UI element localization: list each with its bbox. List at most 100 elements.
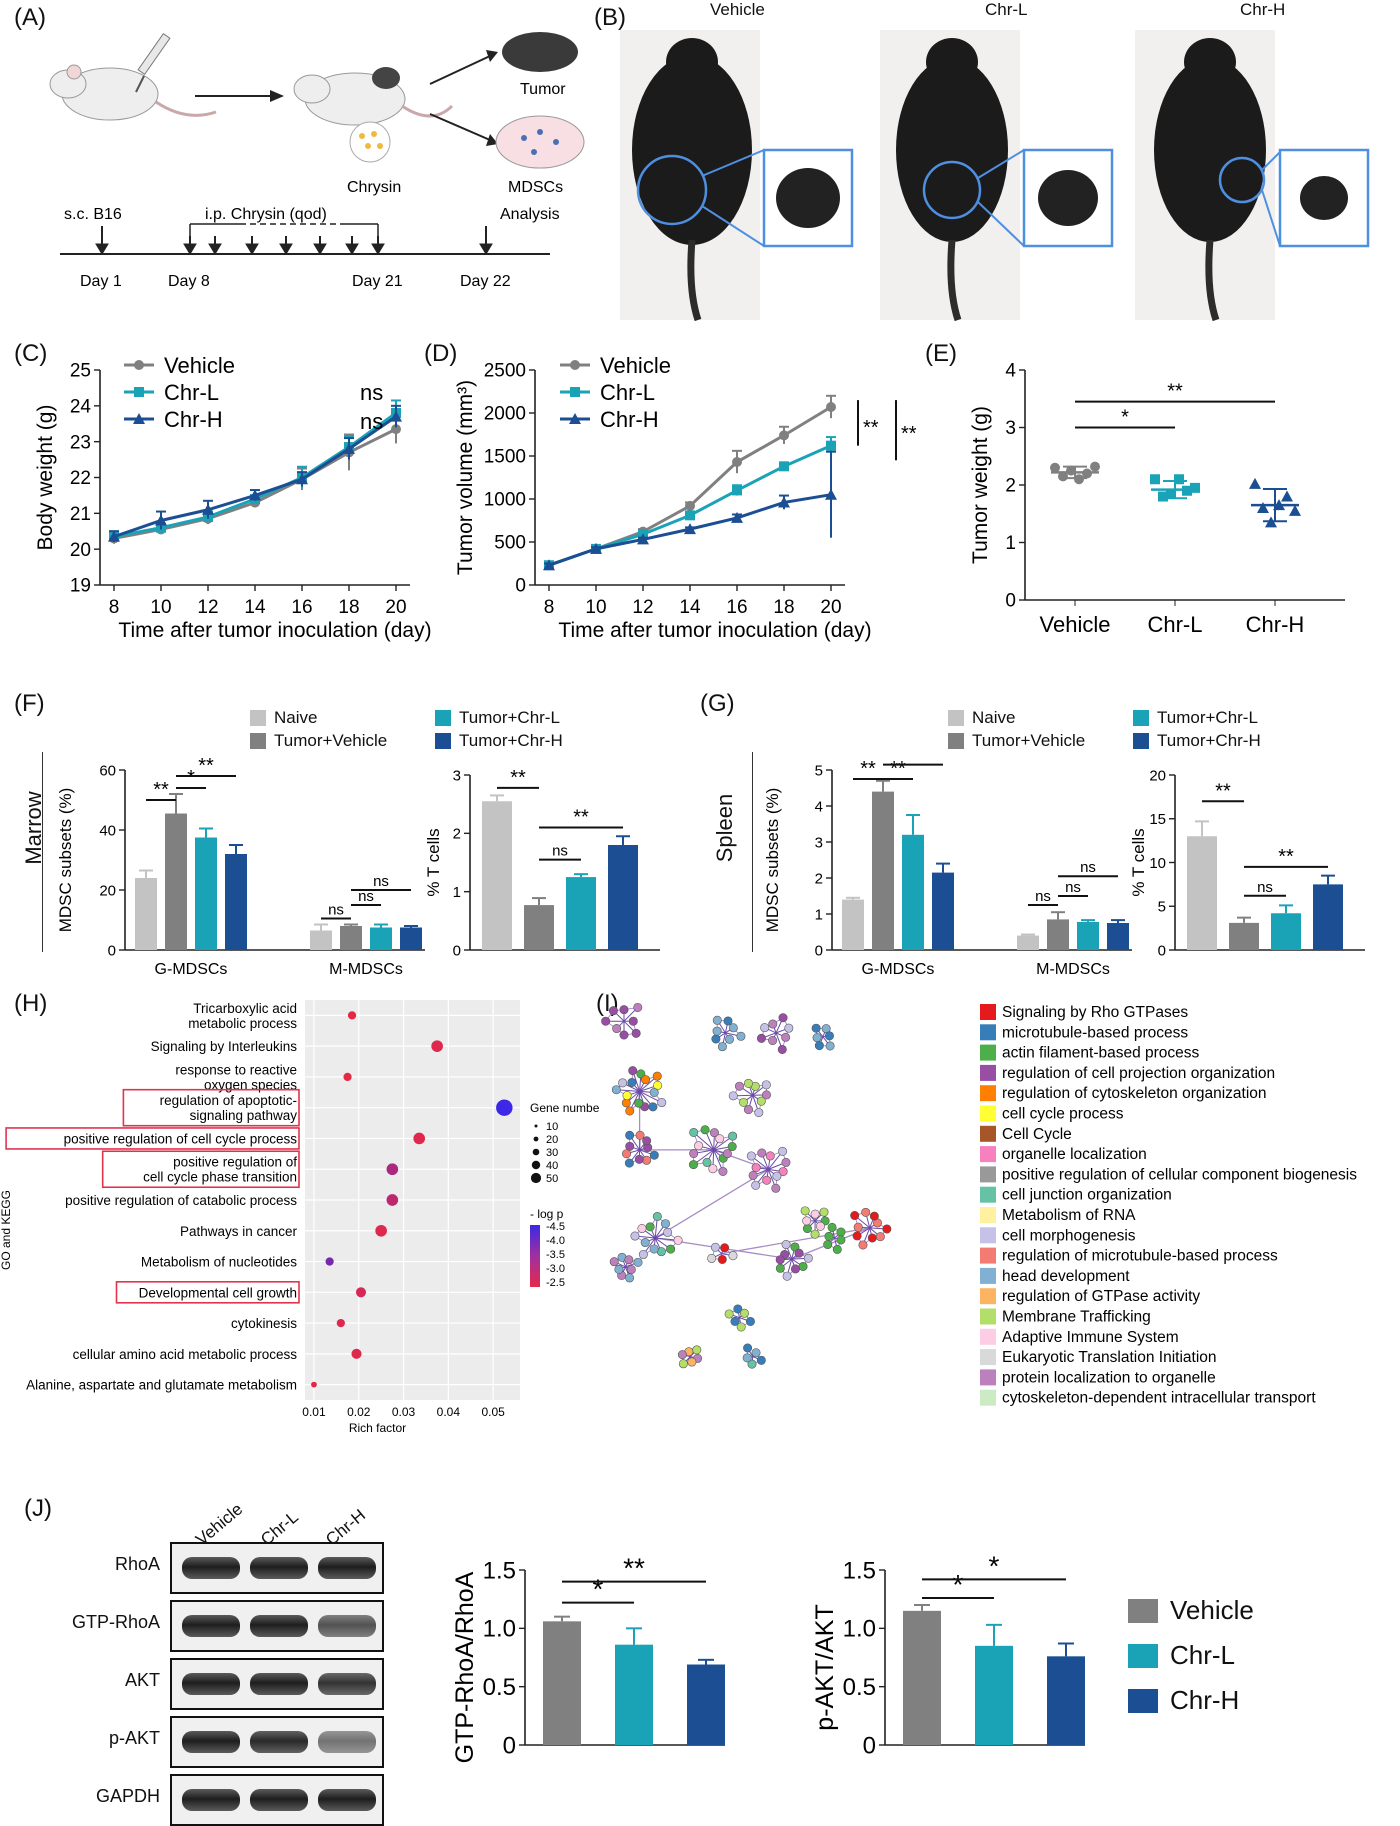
legend-naive-g: Naive — [948, 708, 1015, 728]
network-node — [715, 1135, 723, 1143]
legend-swatch — [980, 1309, 996, 1325]
bar-tumor-vehicle — [1047, 919, 1069, 950]
y-tick-label: 0 — [1158, 942, 1166, 959]
legend-label: actin filament-based process — [1002, 1045, 1200, 1062]
y-axis-title: MDSC subsets (%) — [56, 788, 75, 933]
y-tick-label: 20 — [70, 540, 91, 561]
legend-label: Chr-H — [164, 407, 223, 432]
network-node — [876, 1232, 884, 1240]
x-tick-label: 16 — [291, 597, 312, 618]
network-node — [833, 1245, 841, 1253]
network-node — [781, 1033, 789, 1041]
significance-label: ** — [863, 417, 879, 439]
bubble — [387, 1163, 399, 1175]
network-node — [628, 1078, 636, 1086]
network-node — [689, 1160, 697, 1168]
network-node — [610, 1257, 618, 1265]
bar-chr-l — [615, 1645, 653, 1745]
x-axis-title: Time after tumor inoculation (day) — [558, 619, 871, 642]
significance-label: ns — [1035, 888, 1051, 905]
network-node — [815, 1041, 823, 1049]
size-legend-label: 50 — [546, 1173, 558, 1185]
network-node — [804, 1254, 812, 1262]
legend-swatch — [980, 1227, 996, 1243]
color-legend-label: -2.5 — [546, 1277, 565, 1289]
y-tick-label: 60 — [99, 762, 116, 779]
y-tick-label: 1 — [815, 906, 823, 923]
color-legend-bar — [530, 1225, 540, 1287]
significance-label: ** — [1167, 381, 1183, 403]
y-tick-label: 0 — [108, 942, 116, 959]
legend-label: microtubule-based process — [1002, 1024, 1188, 1041]
network-node — [649, 1103, 657, 1111]
y-tick-label: 24 — [70, 396, 92, 417]
network-node — [837, 1236, 845, 1244]
x-tick-label: 10 — [585, 597, 606, 618]
legend-label: cell junction organization — [1002, 1187, 1172, 1204]
y-tick-label: 3 — [1005, 418, 1016, 439]
network-node — [854, 1223, 862, 1231]
legend-label: cell cycle process — [1002, 1106, 1124, 1123]
bar-tumor-chr-l — [566, 877, 596, 950]
network-edge — [655, 1169, 768, 1238]
legend-label: Chr-L — [600, 380, 655, 405]
y-tick-label: 1.0 — [483, 1616, 516, 1643]
x-axis-title: Rich factor — [349, 1421, 406, 1435]
data-point — [1090, 462, 1100, 472]
chrysin-label: Chrysin — [347, 179, 401, 196]
network-node — [837, 1228, 845, 1236]
x-tick-label: 16 — [726, 597, 747, 618]
y-tick-label: 19 — [70, 576, 91, 597]
chart-i-network: Signaling by Rho GTPasesmicrotubule-base… — [600, 1000, 1400, 1420]
significance-label: * — [593, 1574, 604, 1605]
network-node — [760, 1023, 768, 1031]
network-node — [782, 1158, 790, 1166]
timeline-analysis-label: Analysis — [500, 206, 560, 223]
color-legend-label: -3.5 — [546, 1249, 565, 1261]
legend-swatch — [980, 1106, 996, 1122]
x-tick-label: 12 — [197, 597, 218, 618]
network-node — [626, 1107, 634, 1115]
network-node — [635, 1099, 643, 1107]
network-node — [642, 1156, 650, 1164]
size-legend-label: 40 — [546, 1160, 558, 1172]
y-tick-label: 1 — [1005, 533, 1016, 554]
y-tick-label: 1.5 — [843, 1557, 876, 1584]
x-tick-label: 8 — [109, 597, 120, 618]
network-node — [737, 1323, 745, 1331]
network-node — [735, 1082, 743, 1090]
network-node — [625, 1131, 633, 1139]
y-tick-label: 23 — [70, 432, 91, 453]
x-tick-label: 18 — [338, 597, 359, 618]
legend-label: organelle localization — [1002, 1146, 1147, 1163]
network-node — [609, 1006, 617, 1014]
network-node — [663, 1228, 671, 1236]
network-node — [752, 1349, 760, 1357]
significance-label: ** — [905, 755, 921, 766]
network-node — [718, 1042, 726, 1050]
x-tick-label: Chr-L — [1147, 612, 1202, 637]
x-tick-label: 0.04 — [437, 1405, 461, 1419]
network-node — [799, 1262, 807, 1270]
network-node — [625, 1159, 633, 1167]
network-node — [725, 1310, 733, 1318]
network-node — [766, 1152, 774, 1160]
significance-label: ** — [573, 807, 589, 829]
network-node — [744, 1079, 752, 1087]
network-node — [627, 1265, 635, 1273]
network-node — [757, 1097, 765, 1105]
legend-j-chrh: Chr-H — [1128, 1685, 1239, 1716]
network-node — [791, 1265, 799, 1273]
y-axis-title: MDSC subsets (%) — [763, 788, 782, 933]
network-node — [631, 1232, 639, 1240]
network-node — [653, 1212, 661, 1220]
spleen-side-label: Spleen — [712, 788, 738, 868]
bar-naive — [1017, 936, 1039, 950]
annotation-ns: ns — [360, 380, 383, 405]
panel-label-f: (F) — [14, 690, 45, 718]
bar-chr-h — [687, 1665, 725, 1746]
x-tick-label: 14 — [679, 597, 701, 618]
data-point — [1249, 478, 1261, 489]
